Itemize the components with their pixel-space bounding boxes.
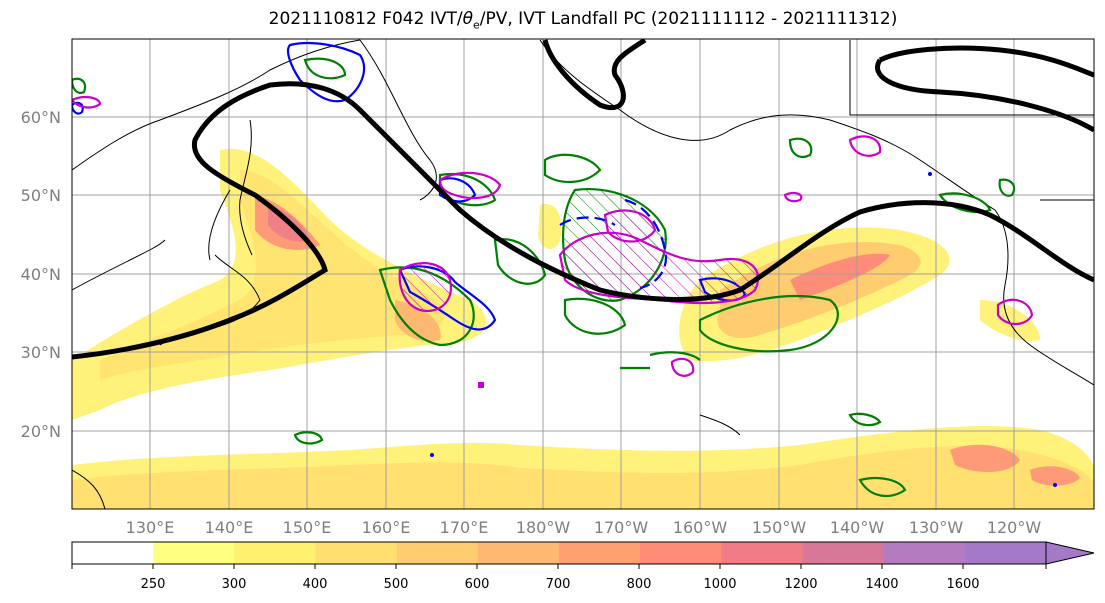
lon-label: 180°W (516, 518, 571, 537)
colorbar-tick-label: 600 (465, 577, 490, 592)
colorbar-cell (559, 542, 641, 564)
colorbar-cell (315, 542, 398, 564)
colorbar-tick-label: 700 (546, 577, 571, 592)
colorbar-tick-label: 300 (222, 577, 247, 592)
colorbar-tick-label: 500 (384, 577, 409, 592)
lat-labels: 60°N 50°N 40°N 30°N 20°N (21, 108, 61, 441)
lon-label: 130°E (126, 518, 175, 537)
colorbar-tick-label: 250 (141, 577, 166, 592)
theta-subscript: e (472, 18, 480, 32)
colorbar-ticks (71, 564, 1047, 569)
lat-label: 20°N (21, 422, 61, 441)
colorbar-tick-label: 400 (303, 577, 328, 592)
colorbar-cells (72, 542, 1047, 564)
lon-label: 170°W (594, 518, 649, 537)
colorbar-frame (71, 541, 1047, 565)
lat-label: 40°N (21, 265, 61, 284)
colorbar-cell (153, 542, 235, 564)
colorbar-cell (721, 542, 803, 564)
lat-label: 50°N (21, 186, 61, 205)
colorbar-cell (234, 542, 316, 564)
colorbar-cell (477, 542, 560, 564)
colorbar-arrow-outline (1045, 541, 1095, 565)
lon-label: 160°W (673, 518, 728, 537)
lon-label: 120°W (987, 518, 1042, 537)
colorbar-cell (396, 542, 479, 564)
colorbar-cell (640, 542, 722, 564)
colorbar-extend-arrow (1046, 542, 1094, 564)
map-title: 2021110812 F042 IVT/θe/PV, IVT Landfall … (268, 9, 898, 32)
map-area (72, 39, 1094, 509)
lat-label: 30°N (21, 343, 61, 362)
lat-label: 60°N (21, 108, 61, 127)
lon-label: 140°W (830, 518, 885, 537)
lon-label: 130°W (909, 518, 964, 537)
colorbar-tick-label: 1600 (946, 577, 979, 592)
colorbar-tick-label: 1400 (865, 577, 898, 592)
map-frame (71, 38, 1095, 510)
colorbar-tick-label: 1200 (784, 577, 817, 592)
lon-label: 140°E (205, 518, 254, 537)
colorbar-cell (802, 542, 885, 564)
colorbar-tick-label: 1000 (703, 577, 736, 592)
colorbar: 250 300 400 500 600 700 800 1000 1200 14… (71, 541, 1095, 592)
lon-label: 150°E (283, 518, 332, 537)
theta-symbol: θ (462, 9, 473, 29)
colorbar-tick-labels: 250 300 400 500 600 700 800 1000 1200 14… (141, 577, 980, 592)
lon-label: 160°E (362, 518, 411, 537)
lon-labels: 130°E 140°E 150°E 160°E 170°E 180°W 170°… (126, 518, 1042, 537)
colorbar-cell (883, 542, 966, 564)
colorbar-cell (72, 542, 154, 564)
markers (430, 172, 1057, 487)
lon-label: 170°E (440, 518, 489, 537)
colorbar-cell (964, 542, 1047, 564)
pc-contours (72, 39, 1094, 360)
lon-label: 150°W (752, 518, 807, 537)
colorbar-tick-label: 800 (627, 577, 652, 592)
